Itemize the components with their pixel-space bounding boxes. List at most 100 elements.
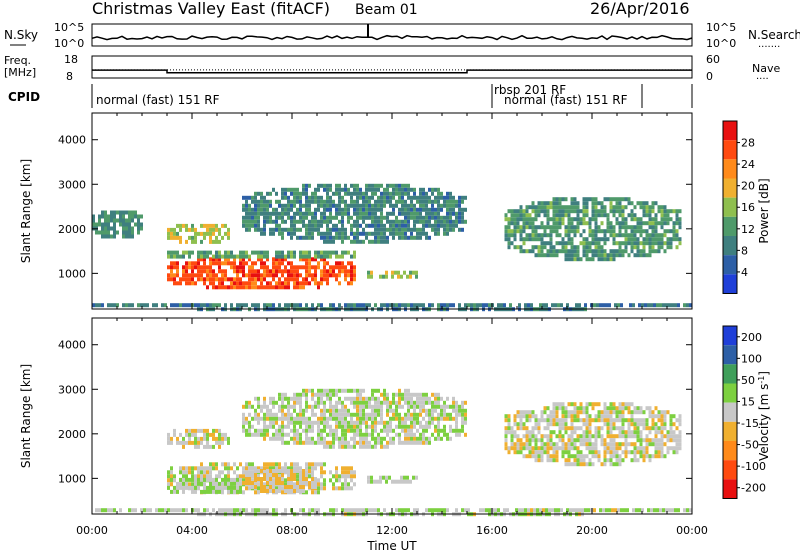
echo-cell — [528, 450, 532, 455]
echo-cell — [654, 438, 658, 443]
echo-cell — [227, 474, 230, 479]
echo-cell — [566, 303, 569, 308]
echo-cell — [332, 250, 335, 255]
echo-cell — [302, 191, 305, 196]
echo-cell — [107, 214, 110, 219]
echo-cell — [549, 438, 553, 443]
echo-cell — [449, 219, 452, 224]
echo-cell — [600, 462, 604, 467]
echo-cell — [624, 233, 628, 238]
echo-cell — [377, 231, 380, 236]
echo-cell — [290, 261, 293, 266]
echo-cell — [293, 215, 296, 220]
echo-cell — [588, 249, 592, 254]
echo-cell — [428, 408, 431, 413]
echo-cell — [449, 215, 452, 220]
echo-cell — [269, 485, 272, 489]
echo-cell — [293, 254, 296, 259]
echo-cell — [299, 235, 302, 240]
echo-cell — [257, 396, 260, 401]
echo-cell — [293, 469, 296, 473]
echo-cell — [582, 422, 586, 427]
echo-cell — [209, 432, 212, 437]
echo-cell — [660, 418, 664, 423]
echo-cell — [546, 209, 550, 214]
echo-cell — [380, 303, 383, 308]
echo-cell — [275, 420, 278, 425]
echo-cell — [630, 434, 634, 439]
echo-cell — [657, 237, 661, 242]
echo-cell — [507, 422, 511, 427]
echo-cell — [389, 231, 392, 236]
echo-cell — [585, 257, 589, 262]
echo-cell — [597, 418, 601, 423]
echo-cell — [452, 396, 455, 401]
colorbar-segment — [723, 364, 737, 384]
echo-cell — [287, 211, 290, 216]
echo-cell — [359, 440, 362, 445]
echo-cell — [305, 277, 308, 282]
echo-cell — [395, 404, 398, 409]
echo-cell — [675, 426, 679, 431]
echo-cell — [633, 237, 637, 242]
echo-cell — [341, 424, 344, 429]
echo-cell — [630, 458, 634, 463]
echo-cell — [254, 490, 257, 495]
echo-cell — [576, 217, 580, 222]
echo-cell — [221, 285, 224, 290]
echo-cell — [621, 205, 625, 210]
echo-cell — [660, 245, 664, 250]
echo-cell — [197, 250, 200, 255]
echo-cell — [224, 285, 227, 290]
echo-cell — [606, 414, 610, 419]
echo-cell — [125, 218, 128, 223]
echo-cell — [537, 418, 541, 423]
echo-cell — [555, 217, 559, 222]
echo-cell — [552, 410, 556, 415]
echo-cell — [458, 303, 461, 308]
echo-cell — [561, 237, 565, 242]
echo-cell — [347, 440, 350, 445]
echo-cell — [648, 438, 652, 443]
echo-cell — [347, 424, 350, 429]
echo-cell — [185, 261, 188, 266]
echo-cell — [600, 213, 604, 218]
echo-cell — [281, 203, 284, 208]
echo-cell — [437, 396, 440, 401]
echo-cell — [581, 508, 584, 513]
echo-cell — [591, 209, 595, 214]
echo-cell — [236, 485, 239, 490]
echo-cell — [377, 183, 380, 188]
echo-cell — [263, 265, 266, 270]
echo-cell — [654, 406, 658, 411]
echo-cell — [317, 281, 320, 286]
echo-cell — [570, 442, 574, 447]
echo-cell — [410, 420, 413, 425]
echo-cell — [584, 508, 587, 513]
echo-cell — [585, 237, 589, 242]
echo-cell — [614, 508, 617, 513]
echo-cell — [194, 303, 197, 308]
echo-cell — [507, 426, 511, 431]
echo-cell — [383, 396, 386, 401]
echo-cell — [618, 410, 622, 415]
echo-cell — [648, 209, 652, 214]
echo-cell — [654, 442, 658, 447]
echo-cell — [317, 486, 320, 491]
echo-cell — [194, 235, 197, 240]
echo-cell — [329, 416, 332, 421]
echo-cell — [224, 508, 227, 513]
echo-cell — [561, 442, 565, 447]
echo-cell — [323, 231, 326, 236]
echo-cell — [197, 466, 200, 471]
echo-cell — [320, 203, 323, 208]
echo-cell — [113, 226, 116, 231]
echo-cell — [546, 241, 550, 246]
echo-cell — [422, 303, 425, 308]
echo-cell — [397, 270, 400, 275]
echo-cell — [353, 191, 356, 196]
echo-cell — [356, 400, 359, 405]
echo-cell — [308, 424, 311, 429]
echo-cell — [383, 392, 386, 397]
echo-cell — [230, 281, 233, 286]
